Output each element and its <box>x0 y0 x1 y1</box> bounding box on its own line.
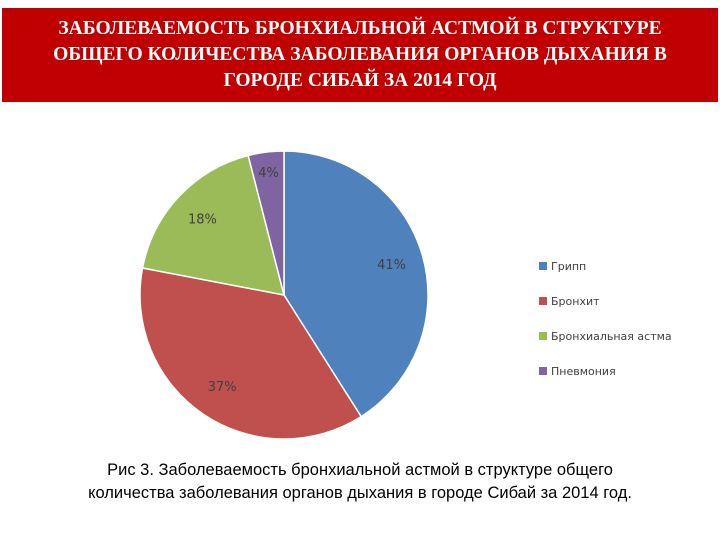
pie-slice-1 <box>283 150 429 418</box>
data-label-3: 18% <box>188 212 217 227</box>
pie-slice-4 <box>247 150 285 296</box>
legend-label-1: Грипп <box>551 260 586 273</box>
legend-label-2: Бронхит <box>551 295 600 308</box>
title-line-1: ЗАБОЛЕВАЕМОСТЬ БРОНХИАЛЬНОЙ АСТМОЙ В СТР… <box>58 18 662 39</box>
data-label-1: 41% <box>377 258 406 273</box>
legend-swatch-2 <box>539 297 547 305</box>
pie-slices <box>139 150 429 440</box>
data-label-4: 4% <box>258 166 279 181</box>
chart-legend: Грипп Бронхит Бронхиальная астма Пневмония <box>539 260 672 378</box>
data-label-2: 37% <box>208 380 237 395</box>
caption-line-1: Рис 3. Заболеваемость бронхиальной астмо… <box>107 461 613 479</box>
legend-swatch-1 <box>539 262 547 270</box>
figure-caption: Рис 3. Заболеваемость бронхиальной астмо… <box>20 459 700 505</box>
caption-line-2: количества заболевания органов дыхания в… <box>88 484 632 502</box>
title-line-3: ГОРОДЕ СИБАЙ ЗА 2014 ГОД <box>223 70 497 91</box>
pie-data-labels: 41% 37% 18% 4% <box>188 166 406 395</box>
legend-label-3: Бронхиальная астма <box>551 330 672 343</box>
legend-label-4: Пневмония <box>551 365 616 378</box>
pie-slice-2 <box>139 267 363 440</box>
legend-swatch-3 <box>539 332 547 340</box>
pie-slice-3 <box>141 154 286 296</box>
legend-swatch-4 <box>539 367 547 375</box>
title-line-2: ОБЩЕГО КОЛИЧЕСТВА ЗАБОЛЕВАНИЯ ОРГАНОВ ДЫ… <box>53 44 667 65</box>
title-banner: ЗАБОЛЕВАЕМОСТЬ БРОНХИАЛЬНОЙ АСТМОЙ В СТР… <box>2 8 718 102</box>
